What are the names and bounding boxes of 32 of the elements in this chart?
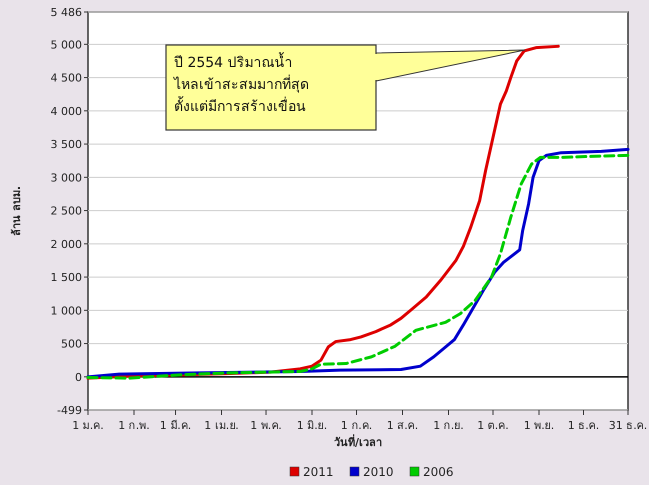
x-tick-label: 1 ก.ย. [433, 419, 464, 432]
y-axis-title: ล้าน ลบม. [10, 186, 23, 236]
x-tick-label: 1 ก.ค. [340, 419, 372, 432]
x-axis-title: วันที่/เวลา [334, 434, 382, 449]
legend-label: 2006 [423, 465, 454, 479]
y-tick-label: 4 500 [50, 72, 82, 85]
x-tick-label: 31 ธ.ค. [608, 419, 648, 432]
y-tick-label: 2 000 [50, 238, 82, 251]
y-tick-label: 4 000 [50, 104, 82, 118]
legend-label: 2011 [303, 465, 334, 479]
x-tick-label: 1 ส.ค. [386, 419, 418, 432]
y-tick-label: 5 486 [50, 6, 82, 19]
y-tick-label: 3 500 [50, 138, 82, 152]
x-tick-label: 1 ต.ค. [477, 419, 509, 432]
x-tick-label: 1 พ.ค. [250, 419, 282, 432]
y-tick-label: 5 000 [50, 38, 82, 52]
y-tick-label: 1 000 [50, 304, 82, 318]
y-tick-label: 0 [75, 370, 82, 384]
y-tick-label: -499 [57, 404, 82, 417]
x-tick-label: 1 ธ.ค. [568, 419, 600, 432]
y-tick-label: 2 500 [50, 204, 82, 218]
x-tick-label: 1 ม.ค. [72, 419, 104, 432]
x-tick-label: 1 ก.พ. [118, 419, 150, 432]
x-tick-label: 1 พ.ย. [524, 419, 554, 432]
annotation: ปี 2554 ปริมาณน้ำ ไหลเข้าสะสมมากที่สุด ตั้งแต่มีการสร้างเขื่อน [173, 52, 309, 115]
x-tick-label: 1 เม.ย. [204, 419, 239, 432]
x-tick-label: 1 มิ.ย. [296, 419, 328, 432]
y-tick-label: 500 [61, 338, 82, 351]
y-tick-label: 1 500 [50, 271, 82, 284]
y-tick-label: 3 000 [50, 171, 82, 184]
x-tick-label: 1 มี.ค. [160, 419, 192, 432]
legend-label: 2010 [363, 465, 394, 479]
